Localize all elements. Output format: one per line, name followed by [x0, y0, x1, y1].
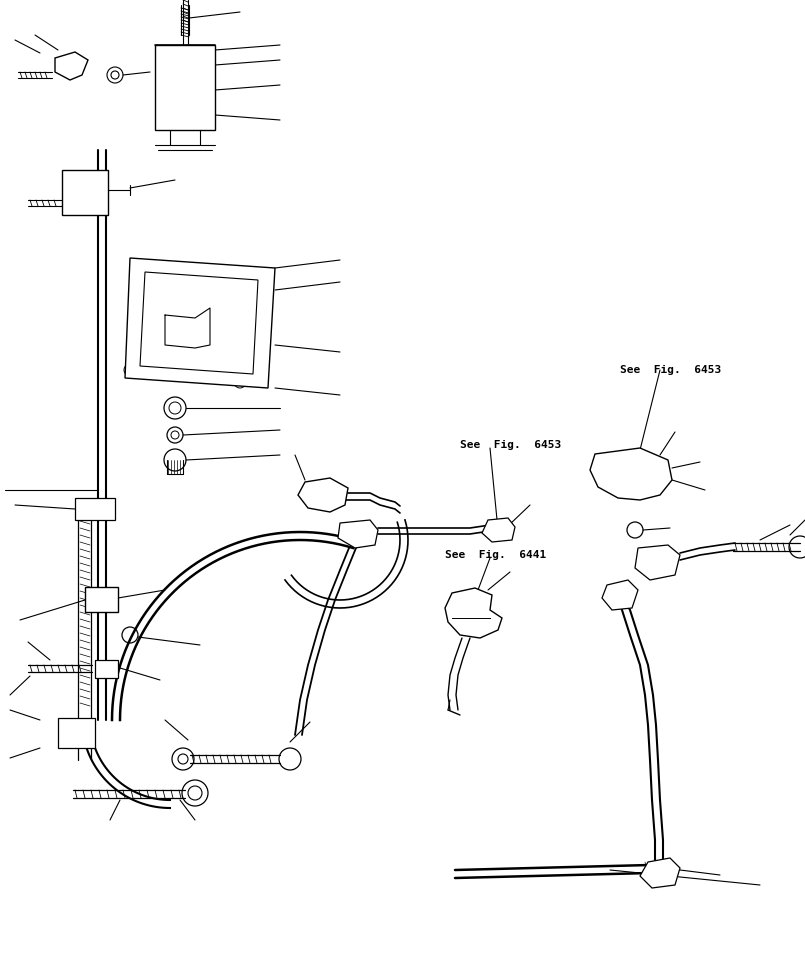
Polygon shape [445, 588, 502, 638]
Polygon shape [482, 518, 515, 542]
Polygon shape [155, 45, 215, 130]
Polygon shape [55, 52, 88, 80]
Polygon shape [58, 718, 95, 748]
Polygon shape [95, 660, 118, 678]
Polygon shape [62, 170, 108, 215]
Text: See  Fig.  6441: See Fig. 6441 [445, 550, 547, 560]
Polygon shape [75, 498, 115, 520]
Polygon shape [338, 520, 378, 548]
Polygon shape [635, 545, 680, 580]
Text: See  Fig.  6453: See Fig. 6453 [460, 440, 561, 450]
Polygon shape [298, 478, 348, 512]
Polygon shape [85, 587, 118, 612]
Polygon shape [590, 448, 672, 500]
Polygon shape [640, 858, 680, 888]
Text: See  Fig.  6453: See Fig. 6453 [620, 365, 721, 375]
Polygon shape [602, 580, 638, 610]
Polygon shape [125, 258, 275, 388]
